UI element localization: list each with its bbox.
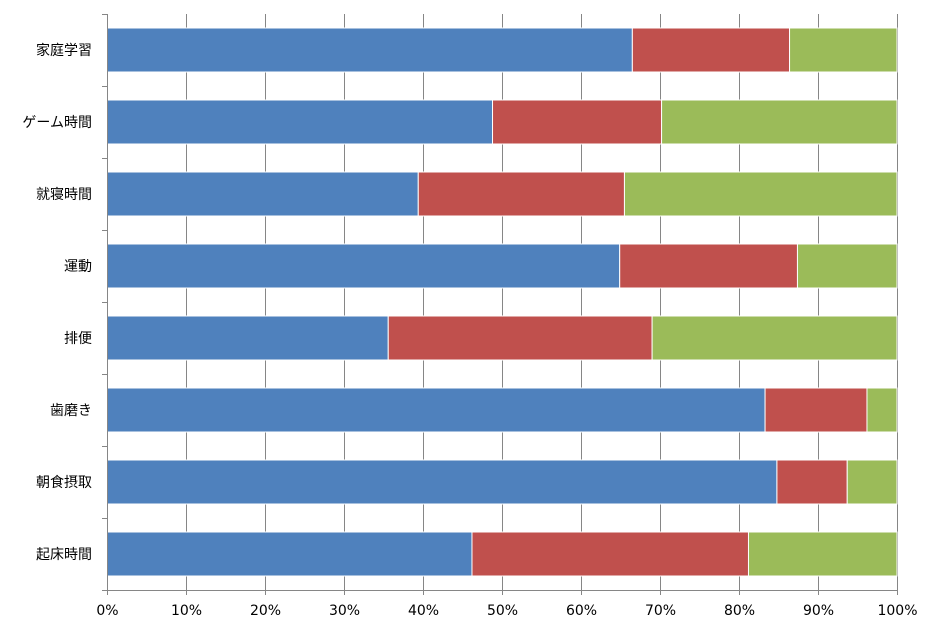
x-tick-label-9: 90% [803,603,834,619]
x-tick-label-5: 50% [487,603,518,619]
bar-segment-7-series-2 [747,531,898,577]
bar-segment-6-series-0 [106,459,778,505]
bar-segment-1-series-0 [106,99,494,145]
bar-segment-0-series-2 [789,27,898,73]
bar-segment-6-series-1 [776,459,848,505]
bar-segment-7-series-0 [106,531,473,577]
category-label-5: 歯磨き [50,403,92,419]
bar-segment-5-series-2 [866,387,898,433]
bar-segment-0-series-1 [631,27,791,73]
bar-segment-2-series-0 [106,171,419,217]
bar-segment-1-series-2 [661,99,898,145]
bar-segment-2-series-1 [417,171,625,217]
bar-segment-4-series-2 [651,315,898,361]
bar-segment-0-series-0 [106,27,633,73]
bar-segment-4-series-1 [387,315,653,361]
bar-segment-6-series-2 [846,459,898,505]
x-tick-label-2: 20% [250,603,281,619]
x-tick-label-4: 40% [408,603,439,619]
x-tick-label-3: 30% [329,603,360,619]
bar-segment-3-series-2 [796,243,898,289]
bar-segment-5-series-0 [106,387,766,433]
x-tick-label-10: 100% [877,603,917,619]
bar-segment-3-series-1 [619,243,798,289]
category-label-6: 朝食摂取 [36,474,92,491]
bar-segment-4-series-0 [106,315,389,361]
x-tick-label-0: 0% [96,603,118,619]
bar-segment-5-series-1 [764,387,868,433]
category-label-7: 起床時間 [36,547,92,563]
x-tick-label-8: 80% [724,603,755,619]
x-tick-label-6: 60% [566,603,597,619]
category-label-1: ゲーム時間 [22,115,92,131]
category-label-2: 就寝時間 [36,186,92,203]
bars [106,27,898,577]
category-label-0: 家庭学習 [36,42,92,59]
axes [102,14,898,595]
category-label-4: 排便 [64,331,92,347]
category-label-3: 運動 [64,259,92,275]
x-tick-label-7: 70% [645,603,676,619]
bar-segment-7-series-1 [471,531,749,577]
bar-segment-3-series-0 [106,243,621,289]
bar-segment-2-series-2 [623,171,898,217]
x-tick-label-1: 10% [171,603,202,619]
bar-segment-1-series-1 [492,99,663,145]
